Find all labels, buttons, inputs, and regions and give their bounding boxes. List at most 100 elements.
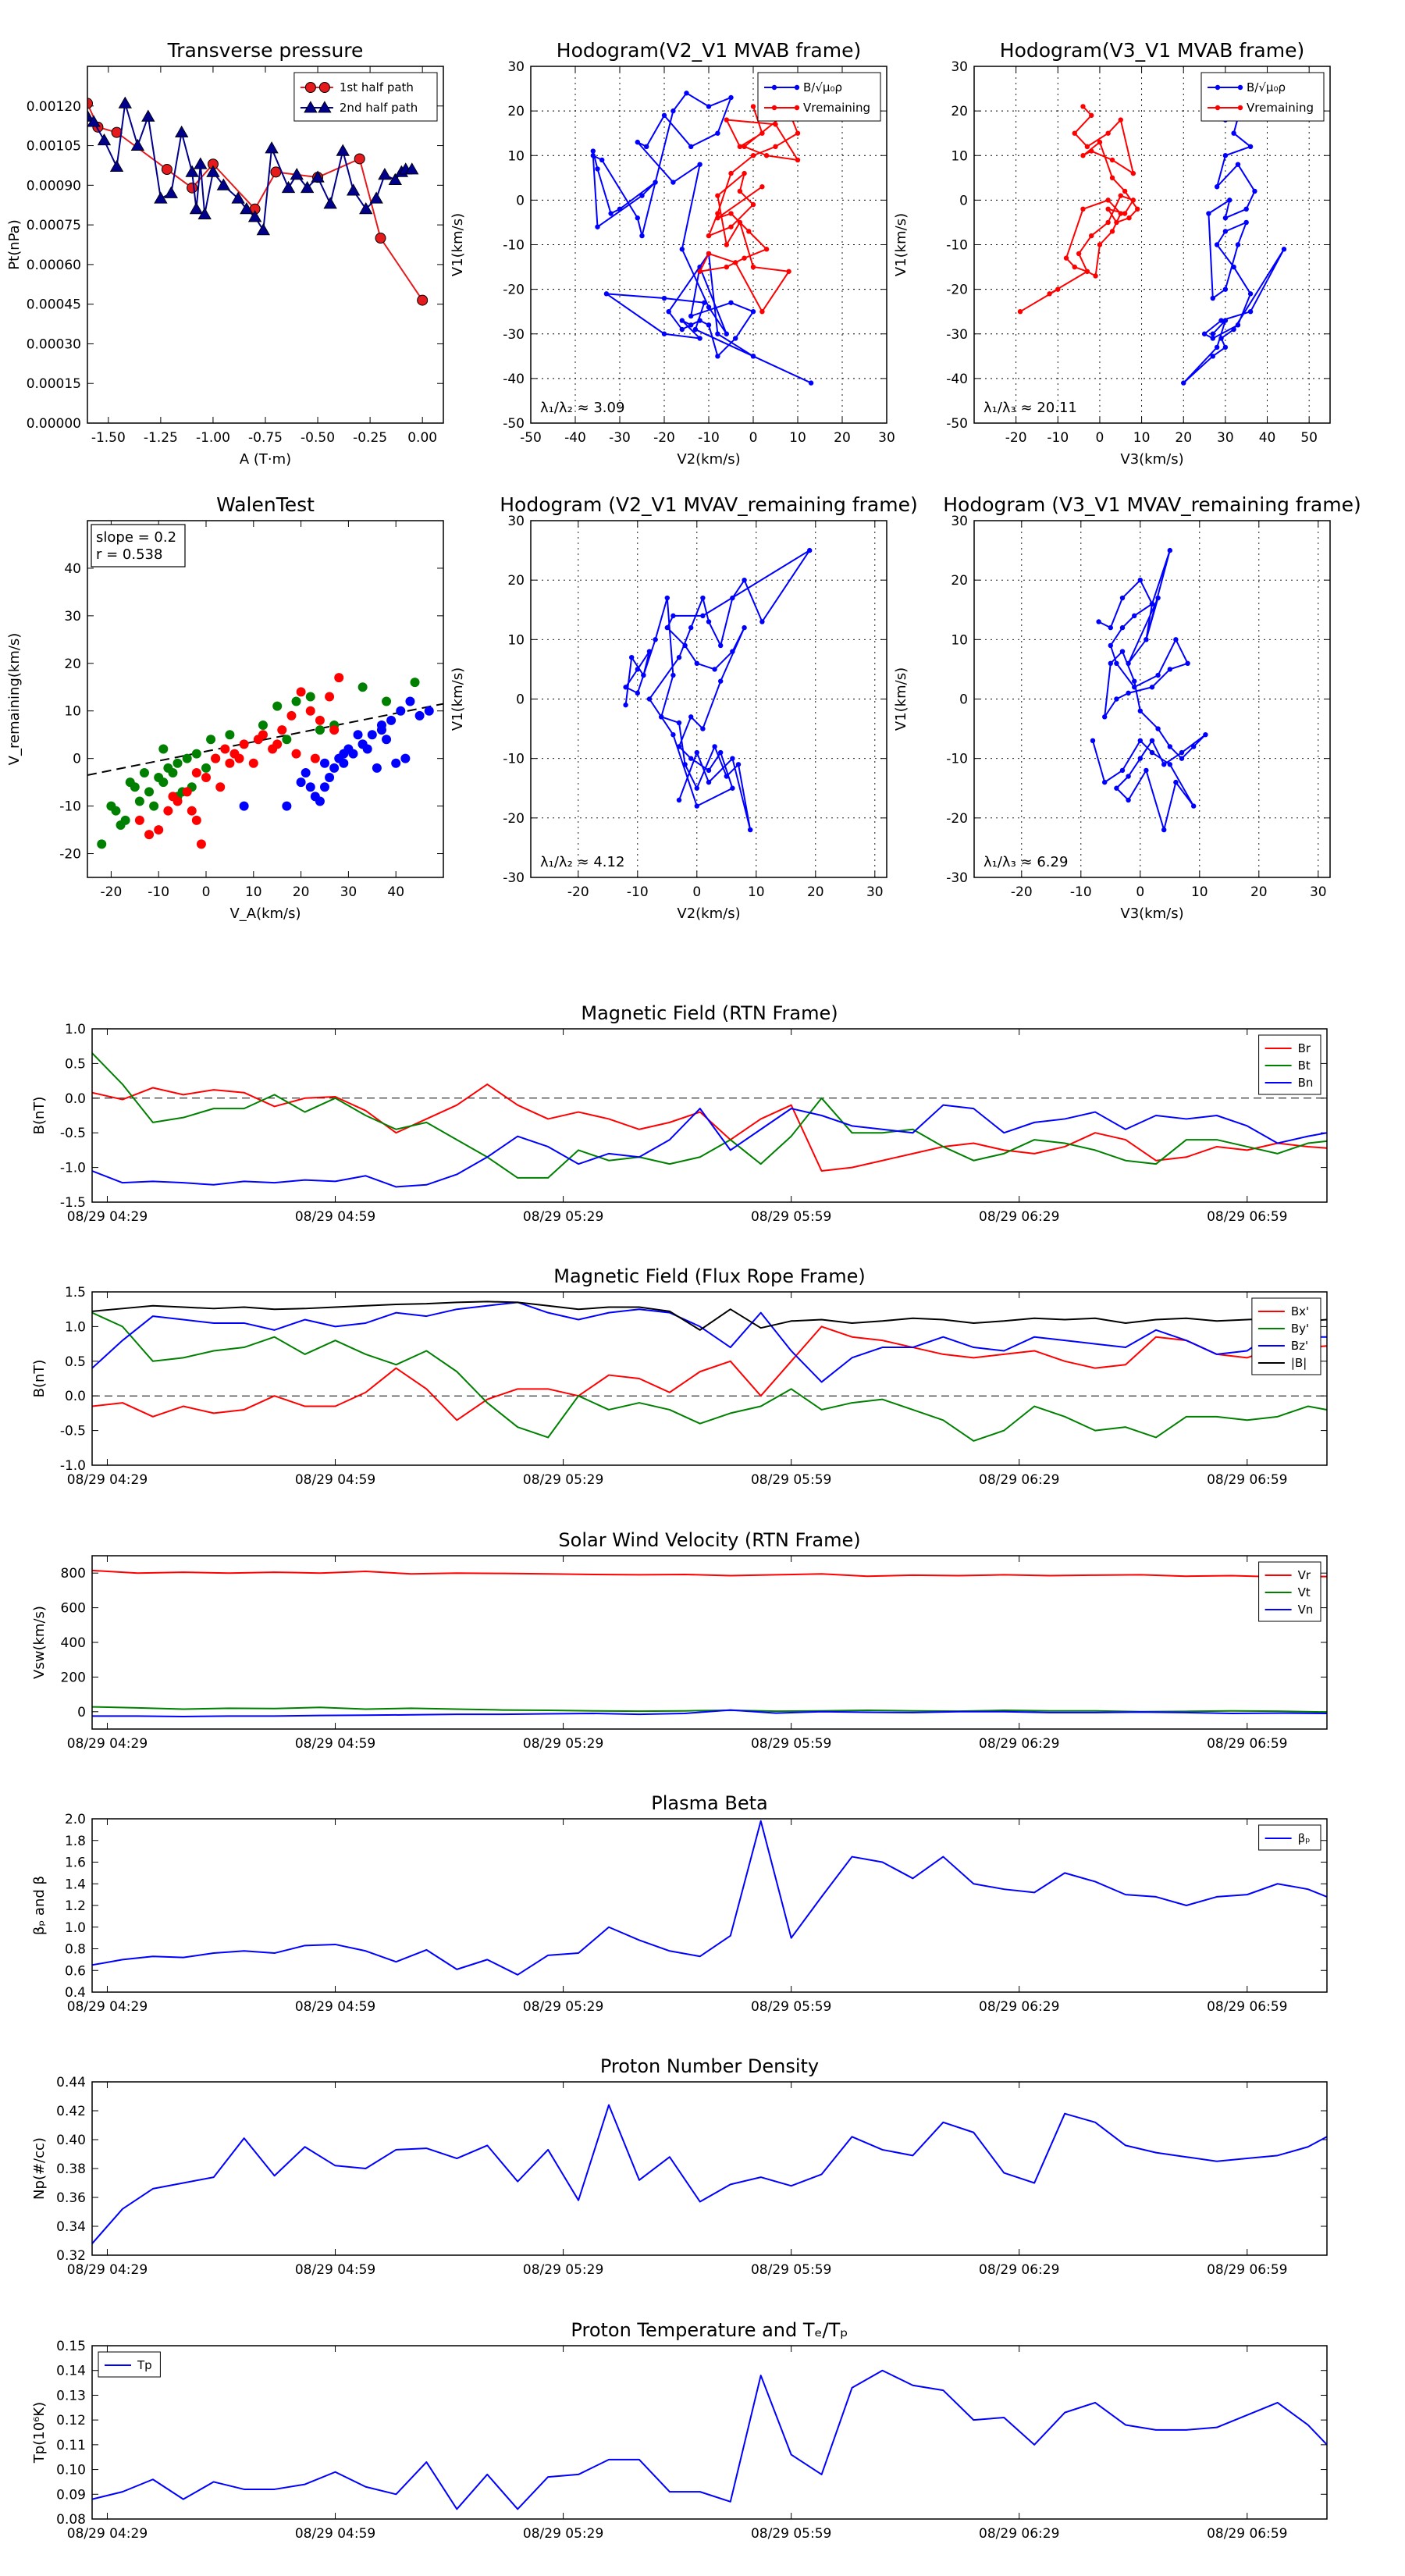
legend-marker xyxy=(771,84,777,91)
data-point xyxy=(1109,229,1115,234)
legend-label: B/√μ₀ρ xyxy=(803,80,842,94)
data-point xyxy=(359,201,373,215)
data-point xyxy=(728,94,734,101)
x-tick-label: 20 xyxy=(1250,884,1268,900)
x-tick-label: -40 xyxy=(564,430,586,446)
y-tick-label: -0.5 xyxy=(60,1126,86,1141)
y-tick-label: 1.0 xyxy=(65,1022,86,1037)
data-point xyxy=(1167,744,1173,749)
data-point xyxy=(339,749,349,759)
y-tick-label: -50 xyxy=(503,416,525,432)
y-tick-label: 0.11 xyxy=(56,2438,86,2453)
x-tick-label: 10 xyxy=(1133,430,1151,446)
data-point xyxy=(1235,242,1241,247)
y-tick-label: 0.12 xyxy=(56,2413,86,2428)
x-tick-label: -1.00 xyxy=(196,430,230,446)
data-point xyxy=(644,144,649,150)
data-point xyxy=(1114,696,1119,702)
x-tick-label: 20 xyxy=(807,884,824,900)
data-point xyxy=(1132,613,1137,619)
y-tick-label: 0 xyxy=(77,1705,86,1720)
y-tick-label: 400 xyxy=(61,1635,86,1651)
data-point xyxy=(1096,619,1101,624)
plot-frame xyxy=(91,1818,1328,1993)
x-tick-label: 10 xyxy=(245,884,262,900)
x-tick-label: 08/29 06:59 xyxy=(1207,1472,1287,1488)
data-point xyxy=(599,157,605,163)
data-point xyxy=(173,758,183,768)
data-point xyxy=(325,692,335,702)
data-point xyxy=(1047,291,1052,297)
legend: Br Bt Bn xyxy=(1258,1034,1321,1095)
x-tick-label: 30 xyxy=(878,430,895,446)
data-point xyxy=(715,215,720,221)
data-point xyxy=(590,153,596,158)
y-tick-label: 0.00120 xyxy=(27,99,81,115)
data-point xyxy=(1191,744,1197,749)
data-point xyxy=(410,678,420,688)
data-point xyxy=(168,792,178,802)
x-tick-label: 08/29 06:29 xyxy=(979,1736,1059,1752)
y-tick-label: 30 xyxy=(507,514,525,529)
data-point xyxy=(728,170,734,176)
data-point xyxy=(759,308,765,315)
y-tick-label: 0.5 xyxy=(65,1056,86,1072)
x-tick-label: 08/29 05:29 xyxy=(523,2262,603,2278)
data-point xyxy=(134,815,144,825)
data-point xyxy=(635,139,640,145)
chart-title: Hodogram(V3_V1 MVAB frame) xyxy=(1000,39,1304,62)
data-point xyxy=(305,706,315,716)
data-point xyxy=(1206,211,1211,216)
y-tick-label: -1.0 xyxy=(60,1161,86,1176)
data-point xyxy=(706,304,712,310)
x-tick-label: 20 xyxy=(1175,430,1192,446)
data-point xyxy=(291,749,301,759)
data-point xyxy=(718,749,724,756)
data-point xyxy=(182,753,192,763)
legend: B/√μ₀ρ Vremaining xyxy=(1200,72,1325,122)
data-point xyxy=(175,125,189,138)
legend-label: By' xyxy=(1291,1322,1309,1336)
chart-title: Hodogram (V3_V1 MVAV_remaining frame) xyxy=(943,493,1361,516)
chart-plasma_beta: Plasma Beta 08/29 04:29 08/29 04:59 08/29 0… xyxy=(31,1792,1328,2015)
data-point xyxy=(712,744,717,749)
y-tick-label: 10 xyxy=(951,148,968,164)
data-point xyxy=(595,166,600,172)
data-point xyxy=(750,354,756,359)
x-tick-label: 08/29 05:29 xyxy=(523,1999,603,2015)
series-Bt xyxy=(92,1052,1327,1179)
data-point xyxy=(253,735,263,745)
data-point xyxy=(653,637,658,642)
data-point xyxy=(715,130,720,136)
plot-frame xyxy=(91,2081,1328,2256)
legend-label: 1st half path xyxy=(340,80,414,94)
data-point xyxy=(357,739,368,749)
data-point xyxy=(661,295,667,301)
y-tick-label: -20 xyxy=(946,811,968,827)
x-tick-label: -0.75 xyxy=(248,430,283,446)
data-point xyxy=(1243,219,1249,226)
data-point xyxy=(386,715,397,725)
legend-label: |B| xyxy=(1291,1356,1307,1370)
data-point xyxy=(1089,112,1094,119)
series-line xyxy=(92,1569,1327,1578)
y-tick-label: 0.13 xyxy=(56,2388,86,2403)
data-point xyxy=(1126,660,1131,666)
data-point xyxy=(144,787,155,797)
data-point xyxy=(1191,803,1197,809)
plot-frame xyxy=(91,1028,1328,1203)
plot-area xyxy=(92,1300,1327,1442)
data-point xyxy=(1130,197,1136,203)
data-point xyxy=(1218,318,1224,323)
data-point xyxy=(697,318,702,323)
data-point xyxy=(1126,774,1131,779)
data-point xyxy=(1119,624,1126,631)
data-point xyxy=(688,322,694,328)
x-tick-label: 08/29 04:29 xyxy=(67,2526,148,2542)
chart-title: Proton Number Density xyxy=(600,2055,819,2077)
data-point xyxy=(1210,331,1215,336)
data-point xyxy=(265,141,279,154)
data-point xyxy=(742,170,747,176)
x-tick-label: 0 xyxy=(749,430,758,446)
